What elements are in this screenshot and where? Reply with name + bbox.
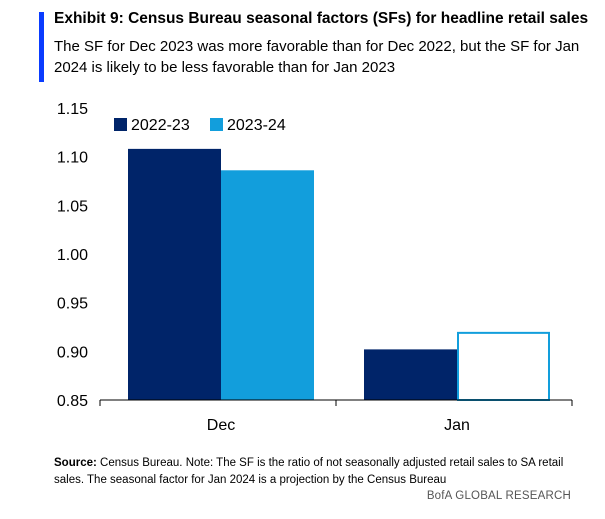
y-axis-ticks: 0.85 0.90 0.95 1.00 1.05 1.10 1.15 bbox=[57, 101, 88, 410]
bars bbox=[128, 148, 550, 401]
x-tick-label: Dec bbox=[207, 417, 235, 434]
legend-swatch bbox=[210, 118, 223, 131]
chart-title: Exhibit 9: Census Bureau seasonal factor… bbox=[54, 10, 589, 27]
bar-2022-23-Dec bbox=[128, 148, 221, 400]
legend-swatch bbox=[114, 118, 127, 131]
y-tick-label: 0.85 bbox=[57, 393, 88, 410]
y-tick-label: 0.90 bbox=[57, 344, 88, 361]
legend-label: 2022-23 bbox=[131, 117, 190, 134]
legend: 2022-23 2023-24 bbox=[114, 117, 286, 134]
bar-2023-24-Jan bbox=[457, 331, 550, 401]
y-tick-label: 0.95 bbox=[57, 296, 88, 313]
y-tick-label: 1.10 bbox=[57, 150, 88, 167]
x-tick-label: Jan bbox=[444, 417, 470, 434]
x-axis: Dec Jan bbox=[99, 399, 573, 434]
y-tick-label: 1.00 bbox=[57, 247, 88, 264]
y-tick-label: 1.05 bbox=[57, 198, 88, 215]
title-accent-bar bbox=[39, 12, 44, 82]
bar-2022-23-Jan bbox=[364, 349, 457, 400]
legend-label: 2023-24 bbox=[227, 117, 286, 134]
bar-2023-24-Dec bbox=[221, 170, 314, 400]
footnote: Source: Census Bureau. Note: The SF is t… bbox=[54, 455, 584, 489]
brand-label: BofA GLOBAL RESEARCH bbox=[426, 490, 571, 502]
chart-subtitle: The SF for Dec 2023 was more favorable t… bbox=[54, 38, 580, 76]
bar-chart: 0.85 0.90 0.95 1.00 1.05 1.10 1.15 Dec Jan 2022… bbox=[57, 101, 573, 434]
source-text: Census Bureau. Note: The SF is the ratio… bbox=[54, 457, 564, 486]
y-tick-label: 1.15 bbox=[57, 101, 88, 118]
source-label: Source: bbox=[54, 457, 97, 469]
